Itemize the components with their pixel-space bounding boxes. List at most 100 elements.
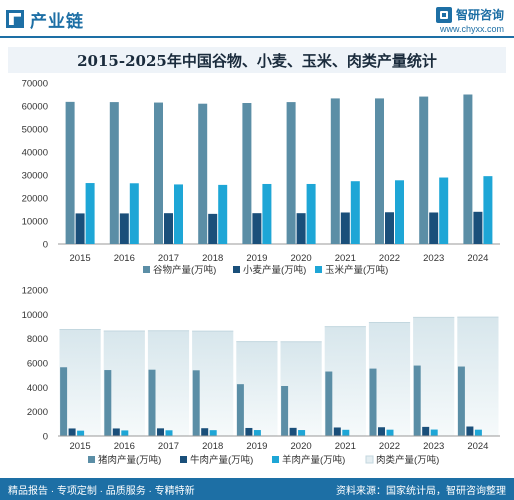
bar-corn bbox=[174, 184, 183, 244]
legend-swatch-corn bbox=[315, 266, 322, 273]
y-tick-label-2: 0 bbox=[43, 432, 48, 443]
header-divider bbox=[0, 36, 514, 38]
bar-wheat bbox=[119, 213, 129, 244]
bar-pork bbox=[148, 369, 156, 436]
chart-title: 2015-2025年中国谷物、小麦、玉米、肉类产量统计 bbox=[77, 51, 437, 70]
bar-corn bbox=[262, 183, 272, 244]
bar-mutton bbox=[342, 429, 350, 436]
bar-grain bbox=[154, 102, 163, 244]
bar-pork bbox=[236, 384, 244, 436]
x-tick-label-2: 2020 bbox=[291, 441, 312, 452]
bar-wheat bbox=[385, 212, 394, 244]
bar-mutton bbox=[77, 430, 85, 436]
legend-swatch-wheat bbox=[233, 266, 240, 273]
bar-beef bbox=[466, 426, 474, 436]
bar-mutton bbox=[253, 430, 261, 436]
bar-grain bbox=[286, 102, 296, 244]
bar-beef bbox=[378, 427, 385, 436]
bar-corn bbox=[85, 183, 95, 244]
x-tick-label-2: 2019 bbox=[246, 441, 267, 452]
bar-mutton bbox=[474, 429, 482, 436]
x-tick-label-1: 2023 bbox=[423, 253, 444, 264]
bar-beef bbox=[289, 427, 297, 436]
x-tick-label-1: 2015 bbox=[70, 253, 91, 264]
y-tick-label-2: 12000 bbox=[22, 286, 48, 297]
bar-mutton bbox=[121, 430, 129, 436]
x-tick-label-1: 2018 bbox=[202, 253, 223, 264]
chain-icon bbox=[6, 10, 24, 28]
x-tick-label-1: 2019 bbox=[246, 253, 267, 264]
footer-tagline: 精品报告 · 专项定制 · 品质服务 · 专精特新 bbox=[8, 486, 195, 497]
legend-swatch-pork bbox=[88, 456, 95, 463]
x-tick-label-1: 2021 bbox=[335, 253, 356, 264]
legend-label-wheat: 小麦产量(万吨) bbox=[243, 264, 306, 276]
y-tick-label-1: 30000 bbox=[22, 171, 48, 182]
x-tick-label-2: 2018 bbox=[202, 441, 223, 452]
legend-label-pork: 猪肉产量(万吨) bbox=[98, 454, 161, 466]
bar-corn bbox=[306, 183, 316, 244]
bar-beef bbox=[112, 428, 120, 436]
brand-url: www.chyxx.com bbox=[439, 24, 504, 34]
x-tick-label-1: 2022 bbox=[379, 253, 400, 264]
legend-label-meat: 肉类产量(万吨) bbox=[376, 454, 439, 466]
page-footer: 精品报告 · 专项定制 · 品质服务 · 专精特新 资料来源：国家统计局，智研咨… bbox=[0, 478, 514, 500]
bar-mutton bbox=[430, 429, 438, 436]
bar-grain bbox=[419, 96, 429, 244]
bar-wheat bbox=[473, 211, 483, 244]
bar-corn bbox=[483, 176, 493, 244]
x-tick-label-2: 2016 bbox=[114, 441, 135, 452]
brand-logo-icon bbox=[435, 6, 452, 23]
bar-corn bbox=[439, 177, 449, 244]
bar-grain bbox=[375, 98, 384, 244]
bar-pork bbox=[281, 385, 289, 436]
bar-grain bbox=[242, 103, 252, 244]
bar-corn bbox=[129, 183, 139, 244]
legend-swatch-grain bbox=[143, 266, 150, 273]
bar-wheat bbox=[75, 213, 85, 244]
x-tick-label-2: 2017 bbox=[158, 441, 179, 452]
header-title: 产业链 bbox=[30, 12, 84, 31]
bar-beef bbox=[201, 428, 209, 436]
footer-source: 资料来源：国家统计局，智研咨询整理 bbox=[336, 486, 506, 497]
x-tick-label-2: 2024 bbox=[467, 441, 488, 452]
bar-pork bbox=[192, 370, 200, 436]
y-tick-label-1: 20000 bbox=[22, 194, 48, 205]
y-tick-label-1: 10000 bbox=[22, 217, 48, 228]
bar-pork bbox=[369, 368, 377, 436]
bar-pork bbox=[457, 366, 465, 436]
bar-wheat bbox=[252, 213, 262, 244]
bar-beef bbox=[245, 427, 253, 436]
y-tick-label-1: 60000 bbox=[22, 102, 48, 113]
bar-mutton bbox=[386, 429, 394, 436]
y-tick-label-1: 40000 bbox=[22, 148, 48, 159]
bar-pork bbox=[325, 371, 333, 436]
bar-corn bbox=[350, 181, 360, 244]
bar-mutton bbox=[298, 430, 306, 436]
legend-swatch-meat bbox=[365, 455, 374, 464]
legend-label-mutton: 羊肉产量(万吨) bbox=[282, 454, 345, 466]
bar-grain bbox=[330, 98, 340, 244]
y-tick-label-2: 10000 bbox=[22, 310, 48, 321]
bar-wheat bbox=[296, 213, 306, 244]
legend-swatch-beef bbox=[180, 456, 187, 463]
bar-wheat bbox=[340, 212, 350, 244]
bar-beef bbox=[333, 427, 341, 436]
x-tick-label-1: 2024 bbox=[467, 253, 488, 264]
legend-swatch-mutton bbox=[272, 456, 279, 463]
bar-grain bbox=[65, 101, 75, 244]
bar-grain bbox=[198, 103, 208, 244]
bar-pork bbox=[104, 370, 112, 436]
bar-wheat bbox=[208, 213, 218, 244]
x-tick-label-2: 2023 bbox=[423, 441, 444, 452]
x-tick-label-2: 2015 bbox=[70, 441, 91, 452]
y-tick-label-2: 8000 bbox=[27, 334, 48, 345]
bar-grain bbox=[109, 102, 119, 244]
x-tick-label-2: 2021 bbox=[335, 441, 356, 452]
y-tick-label-2: 4000 bbox=[27, 383, 48, 394]
page-header: 产业链 智研咨询 www.chyxx.com bbox=[0, 0, 514, 36]
x-tick-label-1: 2020 bbox=[291, 253, 312, 264]
bar-grain bbox=[463, 94, 473, 244]
bar-corn bbox=[218, 184, 228, 244]
brand: 智研咨询 www.chyxx.com bbox=[435, 6, 504, 34]
x-tick-label-2: 2022 bbox=[379, 441, 400, 452]
